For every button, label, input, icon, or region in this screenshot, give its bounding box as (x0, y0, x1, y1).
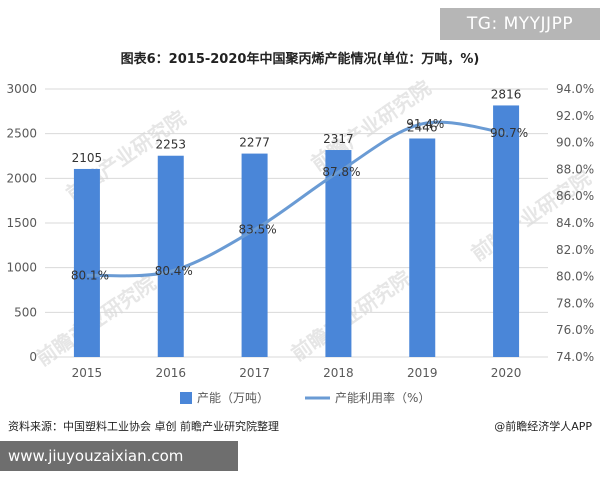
legend-swatch-bar (180, 392, 192, 404)
capacity-chart: 0 500 1000 1500 2000 2500 3000 74.0% 76.0% 78.0% 8… (6, 82, 594, 405)
line-data-label: 80.4% (155, 264, 193, 278)
utilization-line (86, 120, 507, 278)
bar (325, 150, 352, 357)
x-tick-label: 2015 (72, 366, 103, 380)
bar (409, 138, 436, 357)
x-tick-label: 2017 (239, 366, 270, 380)
line-data-label: 90.7% (490, 126, 528, 140)
y-right-tick-label: 84.0% (556, 216, 594, 230)
corner-tag: TG: MYYJJPP (440, 8, 600, 40)
y-right-tick-label: 90.0% (556, 136, 594, 150)
y-right-tick-label: 86.0% (556, 189, 594, 203)
y-left-tick-label: 3000 (6, 82, 37, 96)
y-right-tick-label: 80.0% (556, 270, 594, 284)
chart-title: 图表6：2015-2020年中国聚丙烯产能情况(单位：万吨，%) (120, 52, 480, 67)
x-tick-label: 2020 (491, 366, 522, 380)
y-right-tick-label: 82.0% (556, 243, 594, 257)
brand-credit: @前瞻经济学人APP (494, 420, 592, 433)
y-left-tick-label: 0 (29, 350, 37, 364)
bar (73, 168, 100, 357)
bar (493, 105, 520, 357)
y-left-tick-label: 1000 (6, 261, 37, 275)
y-left-tick-label: 2500 (6, 127, 37, 141)
line-data-label: 83.5% (239, 223, 277, 237)
y-right-tick-label: 78.0% (556, 296, 594, 310)
legend-label: 产能利用率（%） (335, 390, 430, 405)
y-left-tick-label: 1500 (6, 216, 37, 230)
bar (157, 155, 184, 357)
bar (241, 153, 268, 357)
x-tick-label: 2019 (407, 366, 438, 380)
line-data-label: 87.8% (322, 165, 360, 179)
line-data-label: 80.1% (71, 268, 109, 282)
y-right-tick-label: 94.0% (556, 82, 594, 96)
bar-data-label: 2253 (155, 138, 186, 152)
source-note: 资料来源：中国塑料工业协会 卓创 前瞻产业研究院整理 (8, 420, 279, 433)
bar-data-label: 2105 (72, 151, 103, 165)
y-right-tick-label: 76.0% (556, 323, 594, 337)
bar-data-label: 2277 (239, 136, 270, 150)
y-left-tick-label: 2000 (6, 171, 37, 185)
x-tick-label: 2018 (323, 366, 354, 380)
x-tick-label: 2016 (155, 366, 186, 380)
legend-label: 产能（万吨） (197, 391, 269, 405)
y-left-tick-label: 500 (14, 305, 37, 319)
bar-data-label: 2317 (323, 132, 354, 146)
y-right-tick-label: 74.0% (556, 350, 594, 364)
line-data-label: 91.4% (406, 117, 444, 131)
site-url: www.jiuyouzaixian.com (0, 441, 238, 471)
y-right-tick-label: 92.0% (556, 109, 594, 123)
bar-data-label: 2816 (491, 87, 522, 101)
y-right-tick-label: 88.0% (556, 162, 594, 176)
